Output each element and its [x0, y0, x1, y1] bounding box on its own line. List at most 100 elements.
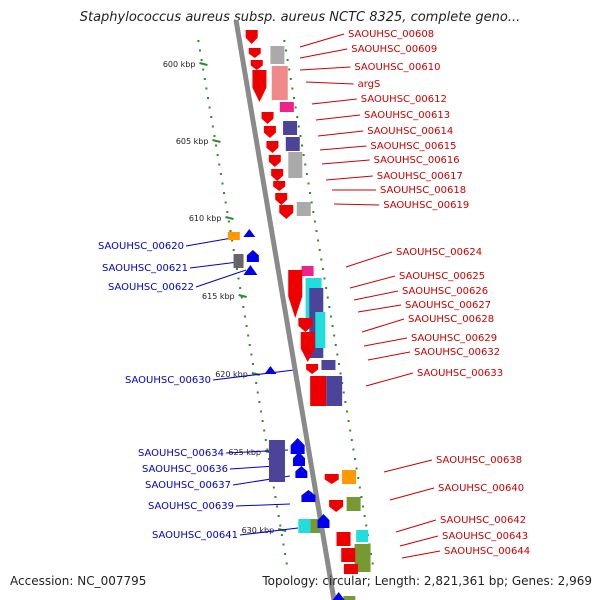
- gene-label-forward[interactable]: SAOUHSC_00616: [374, 155, 460, 166]
- gene-label-reverse[interactable]: SAOUHSC_00639: [148, 501, 234, 512]
- tick-dot: [299, 135, 302, 137]
- gene-label-forward[interactable]: SAOUHSC_00632: [414, 347, 500, 358]
- tick-dot: [355, 467, 358, 470]
- gene-label-reverse[interactable]: SAOUHSC_00621: [102, 263, 188, 274]
- gene-label-reverse[interactable]: SAOUHSC_00634: [138, 448, 224, 459]
- tick-dot: [305, 173, 308, 175]
- tick-dot: [313, 220, 316, 223]
- gene-label-forward[interactable]: SAOUHSC_00638: [436, 455, 522, 466]
- tick-dot: [317, 239, 320, 242]
- gene-arrow: [273, 181, 286, 191]
- tick-dot: [280, 534, 283, 536]
- tick-dot: [203, 78, 206, 80]
- leader-line: [333, 203, 380, 206]
- gene-label-forward[interactable]: SAOUHSC_00640: [438, 483, 524, 494]
- tick-dot: [210, 116, 213, 118]
- tick-label: 610 kbp: [189, 214, 222, 223]
- gene-label-forward[interactable]: SAOUHSC_00626: [402, 286, 488, 297]
- tick-dot: [344, 401, 347, 403]
- tick-dot: [329, 315, 332, 318]
- tick-dot: [318, 249, 321, 251]
- leader-line: [395, 519, 437, 533]
- gene-arrow: [248, 48, 261, 58]
- gene-label-forward[interactable]: SAOUHSC_00627: [405, 300, 491, 311]
- leader-line: [311, 98, 357, 105]
- tick-dot: [216, 154, 219, 156]
- tick-dot: [227, 220, 230, 223]
- tick-dot: [231, 239, 234, 242]
- tick-dot: [263, 429, 266, 432]
- leader-line: [212, 369, 295, 381]
- tick-dot: [321, 268, 324, 270]
- tick-dot: [198, 49, 201, 52]
- leader-line: [361, 318, 405, 333]
- gene-label-reverse[interactable]: SAOUHSC_00630: [125, 375, 211, 386]
- gene-label-forward[interactable]: SAOUHSC_00619: [383, 200, 469, 211]
- gene-label-forward[interactable]: SAOUHSC_00624: [396, 247, 482, 258]
- gene-arrow: [250, 60, 263, 70]
- gene-label-forward[interactable]: SAOUHSC_00625: [399, 271, 485, 282]
- tick-dot: [218, 163, 221, 166]
- gene-box: [342, 470, 357, 484]
- tick-dot: [307, 182, 310, 185]
- gene-label-forward[interactable]: SAOUHSC_00613: [364, 110, 450, 121]
- leader-line: [189, 261, 239, 269]
- gene-label-forward[interactable]: SAOUHSC_00615: [370, 141, 456, 152]
- gene-arrow: [245, 30, 258, 44]
- tick-dot: [272, 486, 275, 489]
- leader-line: [235, 503, 291, 507]
- tick-dot: [370, 553, 373, 555]
- gene-box: [341, 548, 356, 562]
- gene-label-reverse[interactable]: SAOUHSC_00622: [108, 282, 194, 293]
- leader-line: [389, 487, 435, 501]
- gene-label-reverse[interactable]: SAOUHSC_00641: [152, 530, 238, 541]
- tick-dot: [350, 439, 353, 441]
- gene-label-reverse[interactable]: SAOUHSC_00620: [98, 241, 184, 252]
- gene-label-forward[interactable]: SAOUHSC_00618: [380, 185, 466, 196]
- tick-mark: [225, 216, 234, 220]
- tick-dot: [342, 391, 345, 394]
- gene-label-reverse[interactable]: SAOUHSC_00637: [145, 480, 231, 491]
- tick-dot: [202, 68, 205, 71]
- tick-dot: [264, 439, 267, 441]
- tick-dot: [221, 182, 224, 185]
- tick-dot: [219, 173, 222, 175]
- gene-label-forward[interactable]: SAOUHSC_00610: [354, 62, 440, 73]
- gene-label-forward[interactable]: SAOUHSC_00628: [408, 314, 494, 325]
- tick-dot: [248, 344, 251, 346]
- tick-dot: [362, 505, 365, 508]
- gene-label-forward[interactable]: SAOUHSC_00629: [411, 333, 497, 344]
- gene-box: [298, 519, 311, 533]
- tick-dot: [360, 496, 363, 498]
- tick-dot: [301, 144, 304, 147]
- tick-dot: [297, 125, 300, 128]
- gene-box: [343, 596, 356, 600]
- gene-label-forward[interactable]: SAOUHSC_00644: [444, 546, 530, 557]
- gene-label-forward[interactable]: SAOUHSC_00617: [377, 171, 463, 182]
- gene-label-forward[interactable]: SAOUHSC_00614: [367, 126, 453, 137]
- gene-arrow: [261, 112, 274, 124]
- tick-dot: [354, 458, 357, 460]
- gene-label-forward[interactable]: SAOUHSC_00643: [442, 531, 528, 542]
- gene-label-forward[interactable]: SAOUHSC_00609: [351, 44, 437, 55]
- gene-arrow: [300, 332, 315, 362]
- gene-arrow: [317, 514, 330, 528]
- gene-label-forward[interactable]: SAOUHSC_00633: [417, 368, 503, 379]
- gene-label-reverse[interactable]: SAOUHSC_00636: [142, 464, 228, 475]
- gene-arrow: [246, 250, 259, 262]
- gene-arrow: [329, 500, 344, 512]
- tick-dot: [279, 524, 282, 527]
- tick-dot: [258, 401, 261, 403]
- gene-box: [301, 266, 314, 276]
- gene-label-forward[interactable]: SAOUHSC_00642: [440, 515, 526, 526]
- tick-dot: [197, 40, 200, 42]
- tick-dot: [245, 325, 248, 327]
- tick-dot: [284, 49, 287, 52]
- tick-dot: [211, 125, 214, 128]
- tick-dot: [213, 135, 216, 137]
- leader-line: [185, 237, 233, 247]
- tick-dot: [296, 116, 299, 118]
- gene-label-forward[interactable]: SAOUHSC_00612: [361, 94, 447, 105]
- gene-label-forward[interactable]: argS: [358, 79, 381, 90]
- gene-label-forward[interactable]: SAOUHSC_00608: [348, 29, 434, 40]
